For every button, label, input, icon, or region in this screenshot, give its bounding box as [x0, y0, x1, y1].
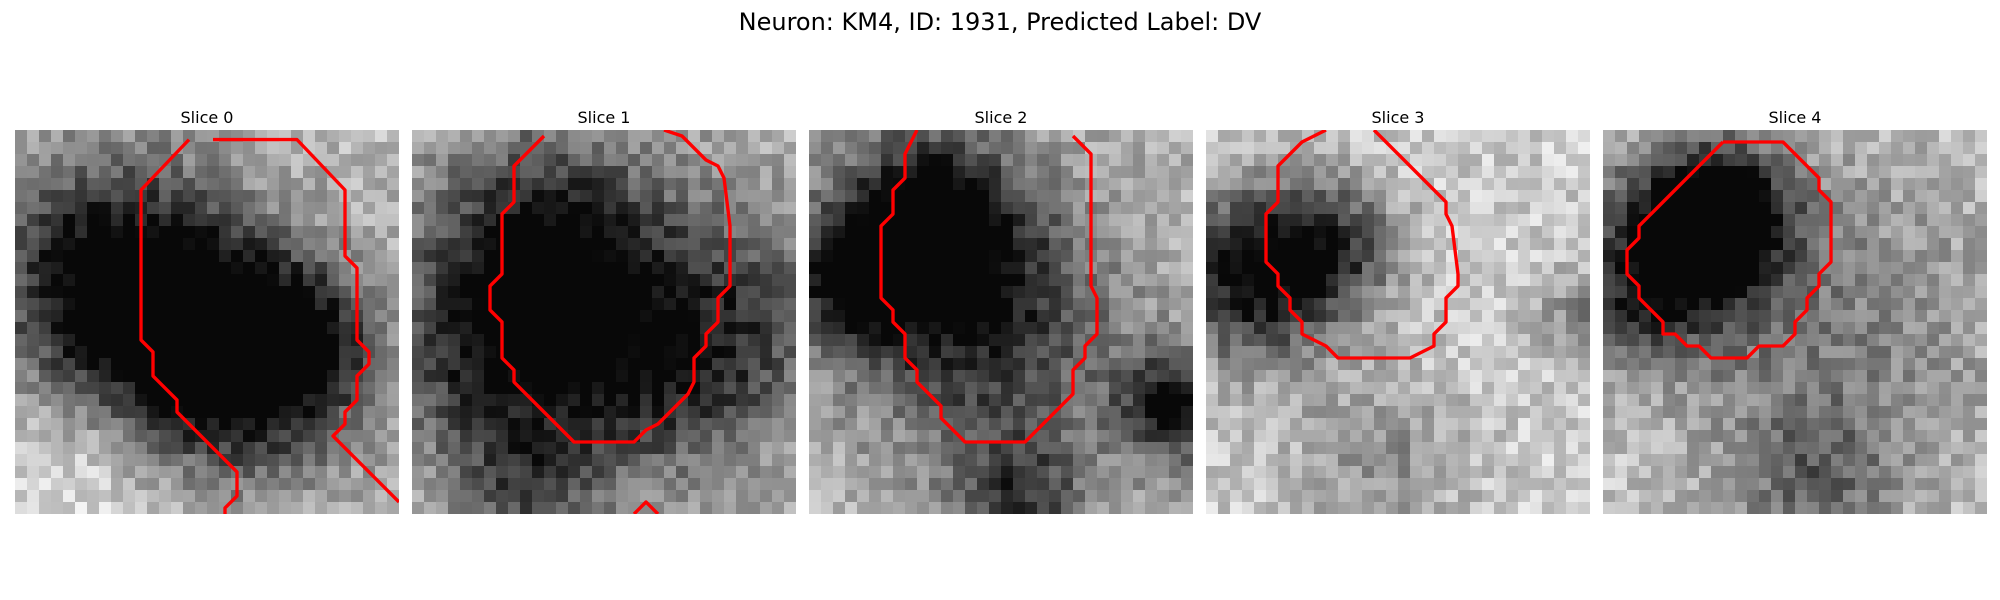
- slice-image: [15, 130, 399, 514]
- slice-title: Slice 2: [974, 108, 1028, 127]
- slice-image: [809, 130, 1193, 514]
- slice-panel-0: Slice 0: [15, 108, 399, 514]
- roi-contour: [139, 137, 399, 514]
- figure-title: Neuron: KM4, ID: 1931, Predicted Label: …: [738, 8, 1262, 36]
- slice-title: Slice 4: [1768, 108, 1822, 127]
- slice-image: [412, 130, 796, 514]
- slice-image: [1206, 130, 1590, 514]
- slice-title: Slice 1: [577, 108, 631, 127]
- slice-panel-2: Slice 2: [809, 108, 1193, 514]
- slice-title: Slice 3: [1371, 108, 1425, 127]
- slice-image: [1603, 130, 1987, 514]
- slice-panel-4: Slice 4: [1603, 108, 1987, 514]
- slice-title: Slice 0: [180, 108, 234, 127]
- roi-contour: [488, 130, 732, 514]
- slice-panel-3: Slice 3: [1206, 108, 1590, 514]
- roi-contour: [879, 130, 1099, 444]
- slice-panel-1: Slice 1: [412, 108, 796, 514]
- roi-contour: [1625, 140, 1833, 360]
- roi-contour: [1264, 130, 1460, 360]
